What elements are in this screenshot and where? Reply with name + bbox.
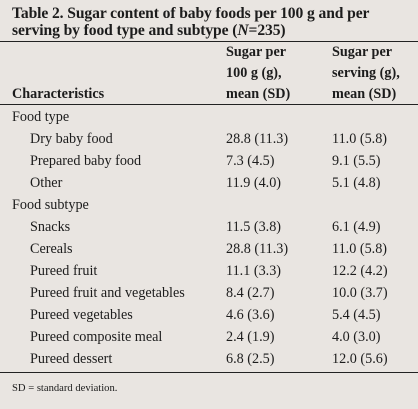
row-label: Pureed fruit and vegetables — [30, 285, 185, 301]
table-title: Table 2. Sugar content of baby foods per… — [12, 5, 410, 39]
header-characteristics: Characteristics — [12, 86, 105, 102]
cell-sugar-per-100g: 4.6 (3.6) — [226, 307, 275, 323]
header-sugar-per-serving: Sugar per serving (g), mean (SD) — [332, 42, 416, 105]
table-title-prefix: Table 2. Sugar content of baby foods per… — [12, 5, 370, 39]
header-col2-line2: serving (g), — [332, 65, 400, 81]
table-row: Snacks 11.5 (3.8) 6.1 (4.9) — [0, 216, 418, 238]
cell-sugar-per-serving: 5.4 (4.5) — [332, 307, 381, 323]
table-row: Other 11.9 (4.0) 5.1 (4.8) — [0, 172, 418, 194]
table-row: Dry baby food 28.8 (11.3) 11.0 (5.8) — [0, 128, 418, 150]
table-row: Cereals 28.8 (11.3) 11.0 (5.8) — [0, 238, 418, 260]
header-col2-line1: Sugar per — [332, 44, 393, 60]
cell-sugar-per-100g: 8.4 (2.7) — [226, 285, 275, 301]
row-label: Pureed composite meal — [30, 329, 163, 345]
row-label: Cereals — [30, 241, 73, 257]
row-label: Prepared baby food — [30, 153, 142, 169]
row-label: Snacks — [30, 219, 71, 235]
section-row-food-type: Food type — [0, 106, 418, 128]
cell-sugar-per-serving: 5.1 (4.8) — [332, 175, 381, 191]
table-row: Pureed composite meal 2.4 (1.9) 4.0 (3.0… — [0, 326, 418, 348]
row-label: Pureed dessert — [30, 351, 113, 367]
header-sugar-per-100g: Sugar per 100 g (g), mean (SD) — [226, 42, 326, 105]
row-label: Pureed vegetables — [30, 307, 133, 323]
cell-sugar-per-100g: 28.8 (11.3) — [226, 131, 289, 147]
header-col1-line3: mean (SD) — [226, 86, 291, 102]
cell-sugar-per-serving: 10.0 (3.7) — [332, 285, 388, 301]
cell-sugar-per-serving: 11.0 (5.8) — [332, 131, 388, 147]
row-label: Food type — [12, 109, 70, 125]
cell-sugar-per-serving: 12.0 (5.6) — [332, 351, 388, 367]
cell-sugar-per-100g: 7.3 (4.5) — [226, 153, 275, 169]
bottom-rule — [0, 372, 418, 373]
header-rule — [0, 104, 418, 105]
row-label: Other — [30, 175, 63, 191]
cell-sugar-per-100g: 2.4 (1.9) — [226, 329, 275, 345]
table-title-suffix: =235) — [248, 22, 286, 39]
cell-sugar-per-100g: 6.8 (2.5) — [226, 351, 275, 367]
row-label: Dry baby food — [30, 131, 113, 147]
cell-sugar-per-100g: 11.1 (3.3) — [226, 263, 282, 279]
table-row: Pureed vegetables 4.6 (3.6) 5.4 (4.5) — [0, 304, 418, 326]
header-col1-line1: Sugar per — [226, 44, 287, 60]
row-label: Food subtype — [12, 197, 89, 213]
cell-sugar-per-serving: 11.0 (5.8) — [332, 241, 388, 257]
header-col2-line3: mean (SD) — [332, 86, 397, 102]
table-row: Pureed fruit and vegetables 8.4 (2.7) 10… — [0, 282, 418, 304]
table-row: Prepared baby food 7.3 (4.5) 9.1 (5.5) — [0, 150, 418, 172]
table-row: Pureed dessert 6.8 (2.5) 12.0 (5.6) — [0, 348, 418, 370]
section-row-food-subtype: Food subtype — [0, 194, 418, 216]
cell-sugar-per-serving: 12.2 (4.2) — [332, 263, 388, 279]
table-title-italic-n: N — [237, 22, 249, 39]
cell-sugar-per-100g: 28.8 (11.3) — [226, 241, 289, 257]
top-rule — [0, 41, 418, 42]
table-row: Pureed fruit 11.1 (3.3) 12.2 (4.2) — [0, 260, 418, 282]
table-footnote: SD = standard deviation. — [12, 383, 118, 394]
row-label: Pureed fruit — [30, 263, 98, 279]
cell-sugar-per-serving: 6.1 (4.9) — [332, 219, 381, 235]
cell-sugar-per-100g: 11.9 (4.0) — [226, 175, 282, 191]
cell-sugar-per-serving: 9.1 (5.5) — [332, 153, 381, 169]
header-col1-line2: 100 g (g), — [226, 65, 282, 81]
cell-sugar-per-100g: 11.5 (3.8) — [226, 219, 282, 235]
cell-sugar-per-serving: 4.0 (3.0) — [332, 329, 381, 345]
